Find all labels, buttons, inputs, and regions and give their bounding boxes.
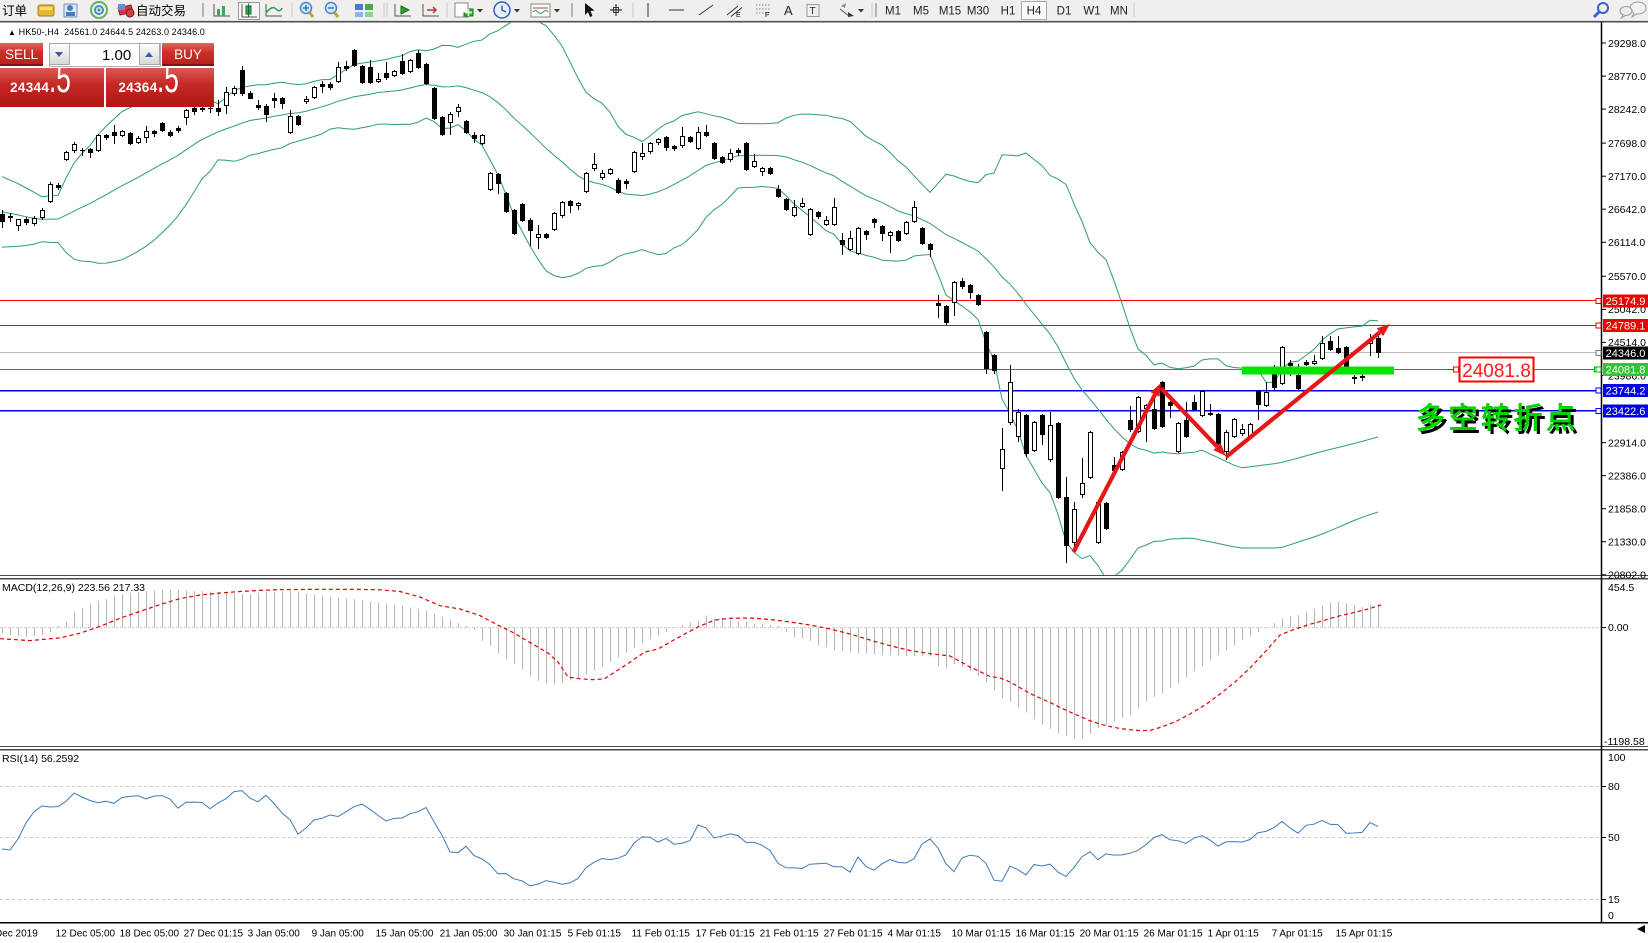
svg-text:F: F — [765, 12, 769, 19]
svg-text:21330.0: 21330.0 — [1608, 537, 1646, 549]
svg-text:28242.0: 28242.0 — [1608, 104, 1646, 116]
svg-text:27 Feb 01:15: 27 Feb 01:15 — [824, 929, 883, 940]
svg-text:15 Apr 01:15: 15 Apr 01:15 — [1336, 929, 1393, 940]
svg-text:11 Feb 01:15: 11 Feb 01:15 — [632, 929, 691, 940]
svg-text:H4: H4 — [1027, 6, 1042, 18]
svg-text:21 Feb 01:15: 21 Feb 01:15 — [760, 929, 819, 940]
svg-text:26 Mar 01:15: 26 Mar 01:15 — [1144, 929, 1203, 940]
svg-text:M5: M5 — [913, 6, 929, 18]
svg-text:5 Feb 01:15: 5 Feb 01:15 — [568, 929, 622, 940]
svg-text:23744.2: 23744.2 — [1606, 386, 1646, 398]
svg-text:15 Jan 05:00: 15 Jan 05:00 — [376, 929, 434, 940]
svg-text:29298.0: 29298.0 — [1608, 38, 1646, 50]
svg-text:15: 15 — [1608, 894, 1620, 906]
svg-text:1 Apr 01:15: 1 Apr 01:15 — [1208, 929, 1260, 940]
svg-text:D1: D1 — [1057, 6, 1072, 18]
svg-text:50: 50 — [1608, 832, 1620, 844]
svg-text:17 Feb 01:15: 17 Feb 01:15 — [696, 929, 755, 940]
svg-text:9 Jan 05:00: 9 Jan 05:00 — [312, 929, 365, 940]
svg-text:M1: M1 — [885, 6, 901, 18]
svg-text:E: E — [736, 12, 741, 19]
svg-text:RSI(14) 56.2592: RSI(14) 56.2592 — [2, 753, 79, 765]
svg-text:24789.1: 24789.1 — [1606, 321, 1646, 333]
svg-text:20 Mar 01:15: 20 Mar 01:15 — [1080, 929, 1139, 940]
svg-text:25570.0: 25570.0 — [1608, 271, 1646, 283]
svg-text:0: 0 — [1608, 910, 1614, 922]
svg-text:27 Dec 01:15: 27 Dec 01:15 — [184, 929, 244, 940]
svg-text:23422.6: 23422.6 — [1606, 406, 1646, 418]
svg-text:Dec 2019: Dec 2019 — [0, 929, 38, 940]
svg-text:4 Mar 01:15: 4 Mar 01:15 — [888, 929, 942, 940]
svg-text:30 Jan 01:15: 30 Jan 01:15 — [504, 929, 562, 940]
svg-text:7 Apr 01:15: 7 Apr 01:15 — [1272, 929, 1324, 940]
svg-text:订单: 订单 — [2, 4, 27, 18]
svg-text:22914.0: 22914.0 — [1608, 437, 1646, 449]
svg-text:A: A — [784, 3, 793, 18]
svg-text:T: T — [810, 6, 816, 17]
svg-text:16 Mar 01:15: 16 Mar 01:15 — [1016, 929, 1075, 940]
svg-text:多空转折点: 多空转折点 — [1416, 401, 1579, 435]
svg-text:24346.0: 24346.0 — [1606, 348, 1646, 360]
svg-text:26114.0: 26114.0 — [1608, 237, 1645, 249]
svg-text:12 Dec 05:00: 12 Dec 05:00 — [56, 929, 116, 940]
svg-text:0.00: 0.00 — [1608, 622, 1629, 634]
svg-text:自动交易: 自动交易 — [136, 3, 186, 18]
svg-text:H1: H1 — [1001, 6, 1016, 18]
svg-text:20802.0: 20802.0 — [1608, 570, 1646, 582]
svg-text:21 Jan 05:00: 21 Jan 05:00 — [440, 929, 498, 940]
svg-text:3 Jan 05:00: 3 Jan 05:00 — [248, 929, 301, 940]
svg-text:18 Dec 05:00: 18 Dec 05:00 — [120, 929, 180, 940]
svg-text:MN: MN — [1110, 6, 1128, 18]
svg-text:28770.0: 28770.0 — [1608, 71, 1646, 83]
svg-text:MACD(12,26,9) 223.56 217.33: MACD(12,26,9) 223.56 217.33 — [2, 582, 145, 594]
svg-text:M30: M30 — [967, 6, 989, 18]
svg-text:22386.0: 22386.0 — [1608, 470, 1646, 482]
svg-text:-1198.58: -1198.58 — [1604, 736, 1645, 748]
svg-text:80: 80 — [1608, 781, 1620, 793]
svg-text:26642.0: 26642.0 — [1608, 204, 1646, 216]
svg-text:24514.0: 24514.0 — [1608, 337, 1646, 349]
svg-text:27170.0: 27170.0 — [1608, 171, 1646, 183]
svg-text:W1: W1 — [1083, 6, 1100, 18]
svg-text:100: 100 — [1608, 752, 1626, 764]
svg-text:10 Mar 01:15: 10 Mar 01:15 — [952, 929, 1011, 940]
svg-text:25174.9: 25174.9 — [1606, 296, 1646, 308]
svg-text:21858.0: 21858.0 — [1608, 504, 1646, 516]
svg-text:M15: M15 — [939, 6, 961, 18]
svg-text:454.5: 454.5 — [1608, 582, 1634, 594]
svg-text:24081.8: 24081.8 — [1606, 365, 1646, 377]
svg-text:24081.8: 24081.8 — [1462, 361, 1531, 382]
svg-text:27698.0: 27698.0 — [1608, 138, 1646, 150]
